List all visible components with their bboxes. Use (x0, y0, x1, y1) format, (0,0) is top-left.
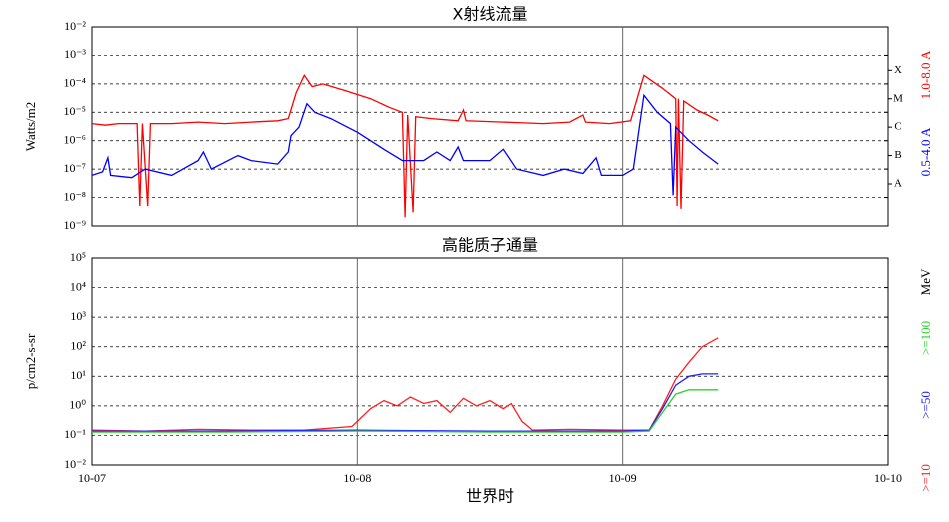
series-line (92, 389, 719, 433)
y-tick-label: 10⁻¹ (64, 427, 86, 441)
y-tick-label: 10⁻⁷ (63, 161, 86, 175)
y-tick-label: 10⁻³ (64, 47, 86, 61)
y-tick-label: 10⁻² (64, 19, 86, 33)
legend-label: 1.0-8.0 A (918, 50, 933, 99)
y-tick-label: 10⁻⁶ (63, 132, 86, 146)
legend-label: >=10 (918, 464, 933, 492)
class-label: X (894, 64, 902, 76)
y-tick-label: 10⁻⁴ (63, 76, 86, 90)
class-label: A (894, 178, 902, 190)
y-tick-label: 10¹ (70, 368, 86, 382)
plot-area (91, 257, 889, 466)
legend-label: >=50 (918, 391, 933, 419)
class-label: M (893, 92, 903, 104)
y-tick-label: 10⁻⁹ (63, 218, 86, 232)
chart-title: X射线流量 (453, 5, 528, 24)
x-tick-label: 10-10 (874, 471, 902, 485)
x-tick-label: 10-07 (78, 471, 106, 485)
class-label: C (894, 121, 901, 133)
class-label: B (894, 149, 901, 161)
unit-label: MeV (918, 268, 933, 295)
y-tick-label: 10⁻⁸ (63, 189, 86, 203)
y-tick-label: 10⁵ (70, 250, 86, 264)
x-axis-label: 世界时 (466, 487, 514, 506)
series-line (91, 93, 719, 196)
legend-label: >=100 (918, 321, 933, 355)
y-axis-label: Watts/m2 (23, 102, 38, 152)
plot-area (91, 26, 889, 227)
x-tick-label: 10-08 (343, 471, 371, 485)
y-tick-label: 10⁻⁵ (63, 104, 86, 118)
chart-title: 高能质子通量 (442, 236, 538, 255)
y-tick-label: 10⁰ (69, 398, 86, 412)
y-tick-label: 10³ (70, 309, 86, 323)
y-tick-label: 10⁴ (70, 279, 86, 293)
y-axis-label: p/cm2-s-sr (23, 333, 38, 389)
series-line (91, 74, 719, 218)
series-line (91, 337, 719, 432)
y-tick-label: 10² (70, 338, 86, 352)
legend-label: 0.5-4.0 A (918, 127, 933, 176)
x-tick-label: 10-09 (609, 471, 637, 485)
series-line (92, 373, 719, 432)
y-tick-label: 10⁻² (64, 457, 86, 471)
